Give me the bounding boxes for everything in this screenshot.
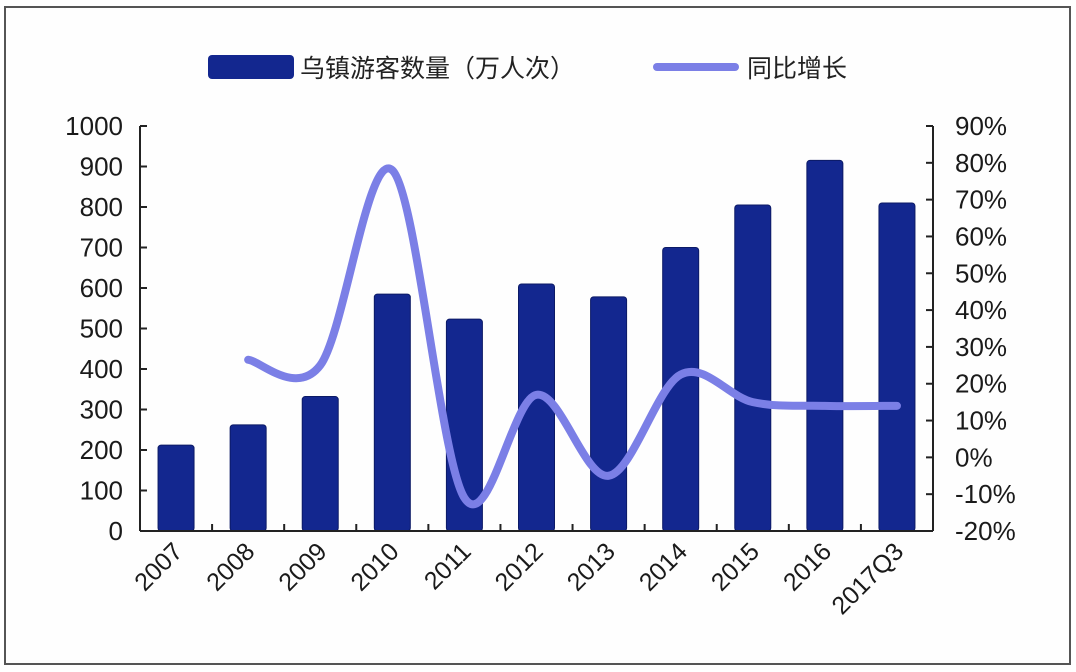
left-axis-tick-label: 900	[80, 152, 123, 182]
x-axis-tick-label: 2017Q3	[826, 537, 909, 620]
right-axis-tick-label: 0%	[955, 442, 993, 472]
x-axis-tick-label: 2009	[273, 537, 332, 596]
legend-label-growth: 同比增长	[747, 54, 848, 83]
bar-2013	[590, 296, 628, 532]
left-axis-tick-label: 800	[80, 192, 123, 222]
right-axis-tick-label: 90%	[955, 111, 1007, 141]
bar-2017Q3	[878, 202, 916, 532]
right-axis-tick-label: -20%	[955, 516, 1016, 546]
bar-2008	[229, 424, 267, 532]
left-axis-tick-label: 0	[109, 516, 123, 546]
x-axis-tick-label: 2014	[634, 537, 693, 596]
bar-2009	[301, 396, 339, 532]
legend-label-visitors: 乌镇游客数量（万人次）	[300, 54, 576, 83]
legend-bar-swatch-icon	[208, 55, 294, 79]
left-y-axis: 0 100 200 300 400 500 600 700 800 900 1000	[65, 111, 147, 546]
legend-line-swatch-icon	[653, 63, 740, 71]
x-axis-tick-label: 2015	[706, 537, 765, 596]
right-axis-tick-label: 60%	[955, 221, 1007, 251]
left-axis-tick-label: 200	[80, 435, 123, 465]
bar-2007	[157, 444, 195, 532]
left-axis-tick-label: 500	[80, 314, 123, 344]
right-axis-tick-label: 70%	[955, 185, 1007, 215]
right-y-axis: -20% -10% 0% 10% 20% 30% 40% 50% 60% 70% 80% 90%	[926, 111, 1016, 546]
growth-line	[244, 164, 901, 509]
bar-2010	[373, 293, 411, 532]
x-axis-tick-label: 2008	[201, 537, 260, 596]
right-axis-tick-label: 30%	[955, 332, 1007, 362]
left-axis-tick-label: 1000	[65, 111, 123, 141]
x-axis-tick-label: 2011	[419, 537, 477, 595]
legend: 乌镇游客数量（万人次） 同比增长	[208, 50, 925, 84]
x-axis-tick-label: 2010	[345, 537, 404, 596]
left-axis-tick-label: 400	[80, 354, 123, 384]
legend-item-visitors: 乌镇游客数量（万人次）	[208, 49, 575, 85]
x-axis-tick-label: 2016	[778, 537, 837, 596]
right-axis-tick-label: 20%	[955, 369, 1007, 399]
right-axis-tick-label: -10%	[955, 479, 1016, 509]
right-axis-tick-label: 10%	[955, 406, 1007, 436]
legend-item-growth: 同比增长	[653, 49, 847, 85]
x-axis-tick-label: 2007	[129, 537, 188, 596]
right-axis-tick-label: 80%	[955, 148, 1007, 178]
line-series-growth	[244, 164, 901, 509]
x-axis: 2007 2008 2009 2010 2011 2012 2013 2014 2015 2016…	[129, 524, 933, 620]
x-axis-tick-label: 2013	[562, 537, 621, 596]
bar-2015	[734, 204, 772, 532]
bar-2016	[806, 159, 844, 532]
left-axis-tick-label: 300	[80, 395, 123, 425]
left-axis-tick-label: 100	[80, 476, 123, 506]
bar-series-visitors	[157, 159, 916, 532]
x-axis-tick-label: 2012	[490, 537, 549, 596]
right-axis-tick-label: 40%	[955, 295, 1007, 325]
left-axis-tick-label: 700	[80, 233, 123, 263]
left-axis-tick-label: 600	[80, 273, 123, 303]
right-axis-tick-label: 50%	[955, 258, 1007, 288]
